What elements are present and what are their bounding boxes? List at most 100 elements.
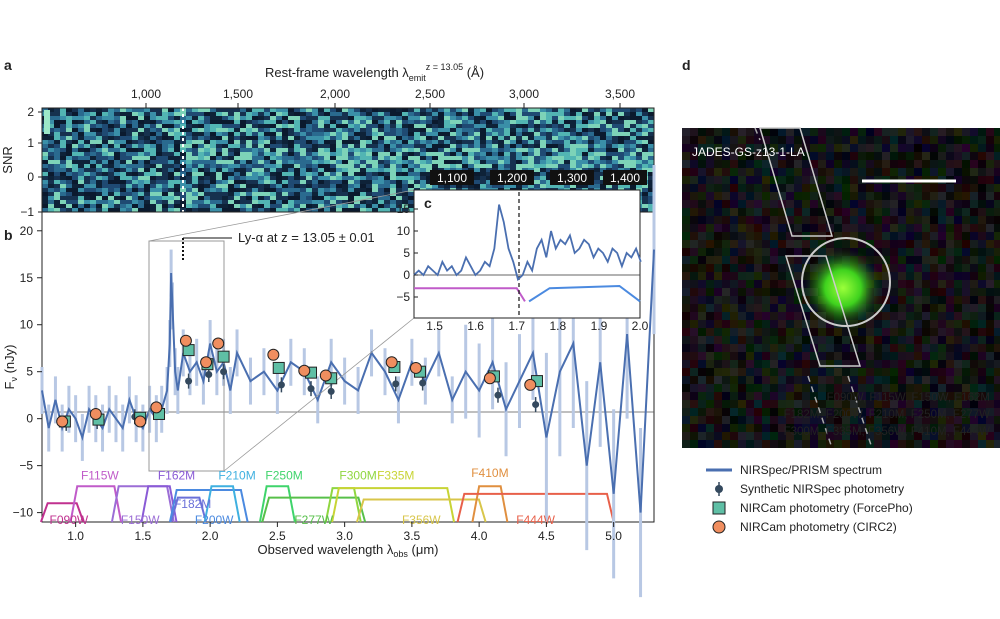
synthetic-point: [307, 385, 315, 393]
circ2-point: [524, 378, 537, 391]
circ2-point: [212, 337, 225, 350]
spectrum-line: [41, 249, 655, 513]
inset-xtick-label: 1.7: [508, 319, 525, 333]
main-yticks: 20 15 10 5 0 −5 −10: [13, 224, 42, 520]
rgb-row-green: F182M, F200W, F210M, F250M, F277W: [784, 409, 991, 421]
panel-label-b: b: [4, 227, 13, 243]
msa-slit-upper: [758, 127, 834, 237]
legend-circ2: NIRCam photometry (CIRC2): [740, 520, 897, 534]
inset-tick-bg: [603, 170, 647, 185]
legend-synthetic: Synthetic NIRSpec photometry: [740, 482, 904, 496]
filter-label-F090W: F090W: [50, 513, 89, 527]
circ2-point: [298, 364, 311, 377]
top-tick-label: 3,500: [605, 87, 635, 101]
filter-label-F356W: F356W: [402, 513, 441, 527]
filter-curves: [39, 485, 615, 523]
galaxy-image-panel: JADES-GS-z13-1-LA F090W, F115W, F150W, F…: [682, 127, 1000, 449]
synthetic-point: [494, 391, 502, 399]
inset-ytick-label: 0: [403, 268, 410, 282]
top-tick-label: 1,000: [131, 87, 161, 101]
filter-curve-F444W: [456, 492, 615, 523]
inset-tick-label: 1,300: [557, 171, 587, 185]
filter-label-F410M: F410M: [471, 466, 508, 480]
snr-ytick-label: 0: [27, 170, 34, 184]
filter-curve-F200W: [168, 489, 249, 523]
inset-xtick-label: 1.5: [426, 319, 443, 333]
main-ytick-label: 15: [20, 271, 34, 285]
filter-curve-F150W: [110, 485, 175, 523]
inset-ytick-label: −5: [396, 290, 410, 304]
top-tick-label: 3,000: [509, 87, 539, 101]
top-axis-ticks: 1,000 1,500 2,000 2,500 3,000 3,500: [131, 87, 635, 108]
main-ytick-label: −10: [13, 506, 34, 520]
msa-slit-middle: [784, 255, 862, 367]
filter-curve-F356W: [355, 498, 487, 523]
main-xtick-label: 1.5: [135, 529, 152, 543]
inset-tick-bg: [430, 170, 474, 185]
panel-label-a: a: [4, 57, 12, 73]
inset-tick-label: 1,200: [497, 171, 527, 185]
snr-yticks: 2 1 0 −1: [20, 105, 42, 219]
main-ytick-label: 20: [20, 224, 34, 238]
circ2-point: [409, 361, 422, 374]
filter-curve-F335M: [331, 487, 455, 523]
inset-ytick-label: 15: [397, 202, 411, 216]
filter-label-F200W: F200W: [195, 513, 234, 527]
snr-ytick-label: −1: [20, 205, 34, 219]
circ2-point: [179, 334, 192, 347]
lya-annotation: Ly-α at z = 13.05 ± 0.01: [238, 230, 375, 245]
synthetic-point: [419, 379, 427, 387]
main-xtick-label: 3.5: [404, 529, 421, 543]
main-xtick-label: 3.0: [336, 529, 353, 543]
rgb-row-red: F300M, F335M, F356W, F410M, F444W: [784, 426, 991, 438]
filter-label-F115W: F115W: [81, 469, 119, 483]
top-axis-label: Rest-frame wavelength λemitz = 13.05 (Å): [265, 62, 484, 83]
legend-spectrum: NIRSpec/PRISM spectrum: [740, 463, 882, 477]
filter-label-F277W: F277W: [294, 513, 333, 527]
filter-label-F335M: F335M: [377, 469, 414, 483]
filter-curve-F277W: [261, 496, 367, 523]
main-ytick-label: 0: [26, 412, 33, 426]
circ2-point: [200, 356, 213, 369]
aperture-circle: [801, 237, 891, 327]
inset-xtick-label: 2.0: [632, 319, 649, 333]
filter-curve-F410M: [471, 485, 509, 523]
circ2-point: [150, 401, 163, 414]
inset-xticks: 1.5 1.6 1.7 1.8 1.9 2.0: [426, 319, 648, 333]
snr-inset-ticks: 1,100 1,200 1,300 1,400: [430, 170, 647, 185]
filter-curve-F250M: [258, 485, 296, 523]
filter-curve-F182M: [170, 496, 208, 523]
circ2-point: [483, 372, 496, 385]
main-xtick-label: 1.0: [67, 529, 84, 543]
legend-forcepho: NIRCam photometry (ForcePho): [740, 501, 913, 515]
inset-tick-bg: [490, 170, 534, 185]
filter-label-F250M: F250M: [265, 469, 302, 483]
filter-label-F210M: F210M: [218, 469, 255, 483]
inset-xtick-label: 1.8: [549, 319, 566, 333]
synthetic-point: [205, 371, 213, 379]
legend-dot-icon: [715, 485, 723, 493]
synthetic-point: [392, 380, 400, 388]
inset-xtick-label: 1.9: [591, 319, 608, 333]
main-ytick-label: −5: [19, 459, 33, 473]
snr-ytick-label: 1: [27, 136, 34, 150]
forcepho-point: [272, 361, 285, 374]
snr-ytick-label: 2: [27, 105, 34, 119]
filter-label-F182M: F182M: [174, 497, 211, 511]
main-xtick-label: 5.0: [605, 529, 622, 543]
top-tick-label: 1,500: [223, 87, 253, 101]
main-ylabel: Fν (nJy): [2, 345, 19, 390]
filter-label-F300M: F300M: [339, 469, 376, 483]
panel-label-d: d: [682, 57, 691, 73]
filter-label-F444W: F444W: [516, 513, 555, 527]
synthetic-point: [220, 368, 228, 376]
image-title: JADES-GS-z13-1-LA: [692, 145, 805, 159]
main-xtick-label: 2.0: [202, 529, 219, 543]
circ2-point: [89, 407, 102, 420]
filter-label-F162M: F162M: [158, 469, 195, 483]
filter-curve-F115W: [69, 485, 123, 523]
main-xtick-label: 4.5: [538, 529, 555, 543]
main-xticks: 1.0 1.5 2.0 2.5 3.0 3.5 4.0 4.5 5.0: [67, 522, 622, 543]
legend-square-icon: [712, 501, 726, 515]
